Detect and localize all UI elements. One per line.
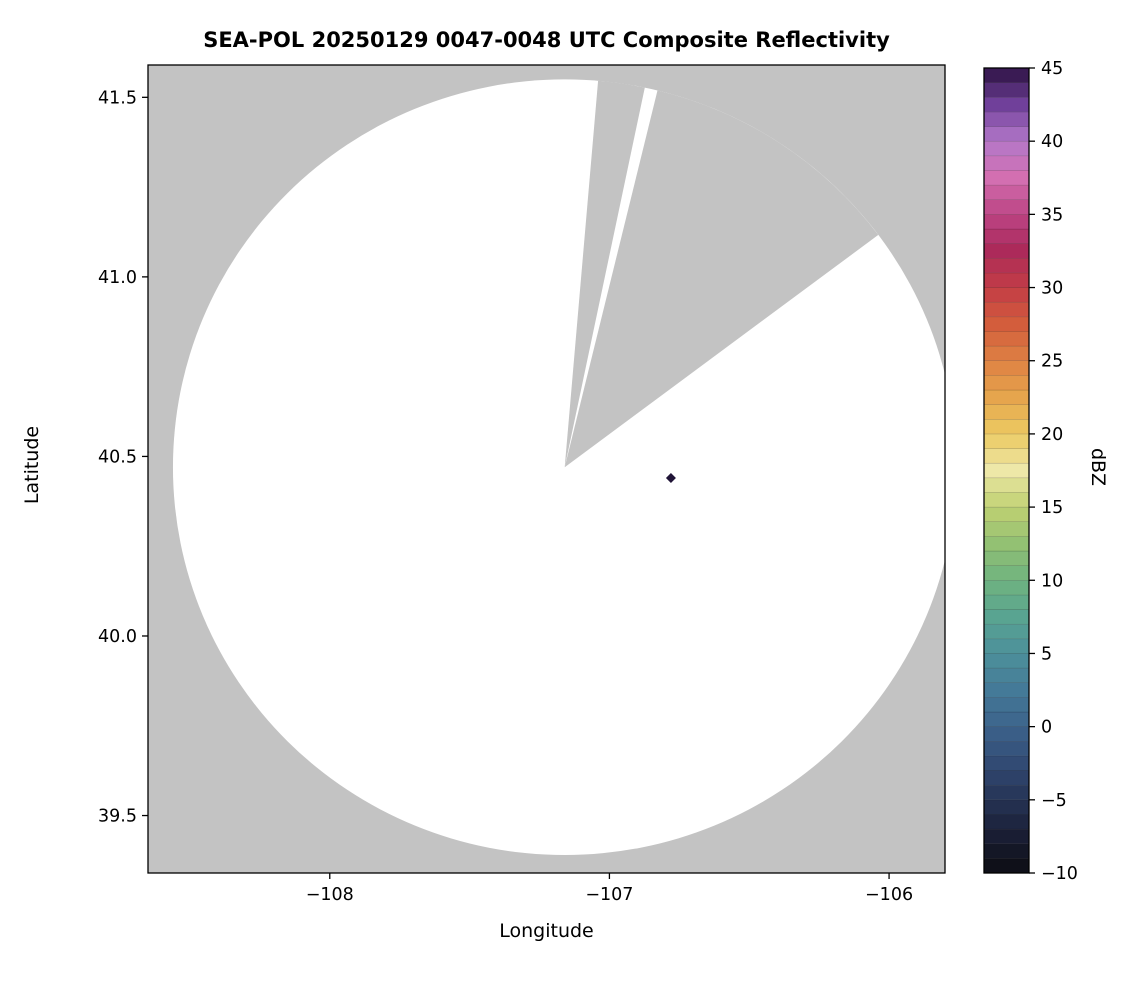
colorbar-segment [983,784,1030,801]
y-axis-label: Latitude [21,425,43,505]
colorbar-segment [983,228,1030,244]
colorbar-tick-label: 30 [1041,279,1063,299]
colorbar-segment [983,360,1030,376]
colorbar-label: dBZ [1087,447,1109,487]
colorbar-segment [983,858,1030,874]
colorbar-segment [983,389,1030,405]
colorbar-segment [983,287,1030,303]
colorbar-segment [983,521,1030,537]
colorbar-segment [983,419,1030,435]
colorbar-segment [983,404,1030,420]
colorbar-segment [983,258,1030,274]
colorbar-segment [983,565,1030,581]
colorbar-segment [983,536,1030,552]
colorbar-segment [983,301,1030,318]
colorbar-segment [983,726,1030,742]
colorbar-segment [983,199,1030,215]
colorbar-tick-label: 40 [1041,132,1063,152]
colorbar-segment [983,170,1030,186]
colorbar-segment [983,462,1030,479]
colorbar-segment [983,345,1030,361]
colorbar-segment [983,243,1030,259]
x-tick-label: −107 [585,885,633,905]
colorbar-segment [983,653,1030,669]
colorbar-segment [983,828,1030,844]
colorbar-segment [983,433,1030,449]
colorbar-segment [983,638,1030,654]
colorbar-segment [983,667,1030,683]
plot-border [147,64,946,874]
colorbar-border [983,67,1030,874]
chart-title: SEA-POL 20250129 0047-0048 UTC Composite… [203,28,890,52]
y-tick-label: 40.5 [98,447,137,467]
colorbar-segment [983,623,1030,640]
blocked-sector [564,90,879,468]
colorbar-segment [983,82,1030,98]
x-tick-label: −106 [865,885,913,905]
echo-point [665,472,676,483]
colorbar-segment [983,682,1030,698]
colorbar-segment [983,272,1030,288]
colorbar-segment [983,155,1030,171]
x-tick-label: −108 [306,885,354,905]
colorbar-segment [983,214,1030,230]
x-axis-label: Longitude [499,920,594,942]
colorbar-segment [983,711,1030,727]
colorbar-segment [983,843,1030,859]
colorbar-segment [983,448,1030,464]
y-tick-label: 41.5 [98,88,137,108]
y-tick-label: 40.0 [98,627,137,647]
colorbar-tick-label: 20 [1041,425,1063,445]
colorbar-tick-label: 35 [1041,205,1063,225]
colorbar-segment [983,126,1030,142]
colorbar-segment [983,140,1030,157]
y-tick-label: 41.0 [98,268,137,288]
colorbar-tick-label: 5 [1041,644,1052,664]
y-tick-label: 39.5 [98,807,137,827]
colorbar-segment [983,506,1030,522]
colorbar-segment [983,316,1030,332]
colorbar-tick-label: 45 [1041,59,1063,79]
colorbar-segment [983,477,1030,493]
colorbar-segment [983,492,1030,508]
colorbar-tick-label: −5 [1041,791,1067,811]
colorbar-segment [983,375,1030,391]
colorbar-segment [983,111,1030,127]
colorbar-tick-label: −10 [1041,864,1078,884]
colorbar-segment [983,580,1030,596]
colorbar-segment [983,697,1030,713]
colorbar-tick-label: 15 [1041,498,1063,518]
colorbar-tick-label: 25 [1041,352,1063,372]
colorbar-segment [983,755,1030,771]
colorbar-segment [983,550,1030,566]
colorbar-segment [983,609,1030,625]
colorbar-segment [983,97,1030,113]
colorbar-tick-label: 0 [1041,718,1052,738]
colorbar-segment [983,814,1030,830]
blocked-sector [564,80,645,468]
colorbar-segment [983,770,1030,786]
colorbar-segment [983,331,1030,347]
colorbar-segment [983,799,1030,815]
colorbar-segment [983,67,1030,83]
colorbar-segment [983,594,1030,610]
colorbar-tick-label: 10 [1041,571,1063,591]
colorbar-segment [983,741,1030,757]
colorbar-segment [983,184,1030,200]
